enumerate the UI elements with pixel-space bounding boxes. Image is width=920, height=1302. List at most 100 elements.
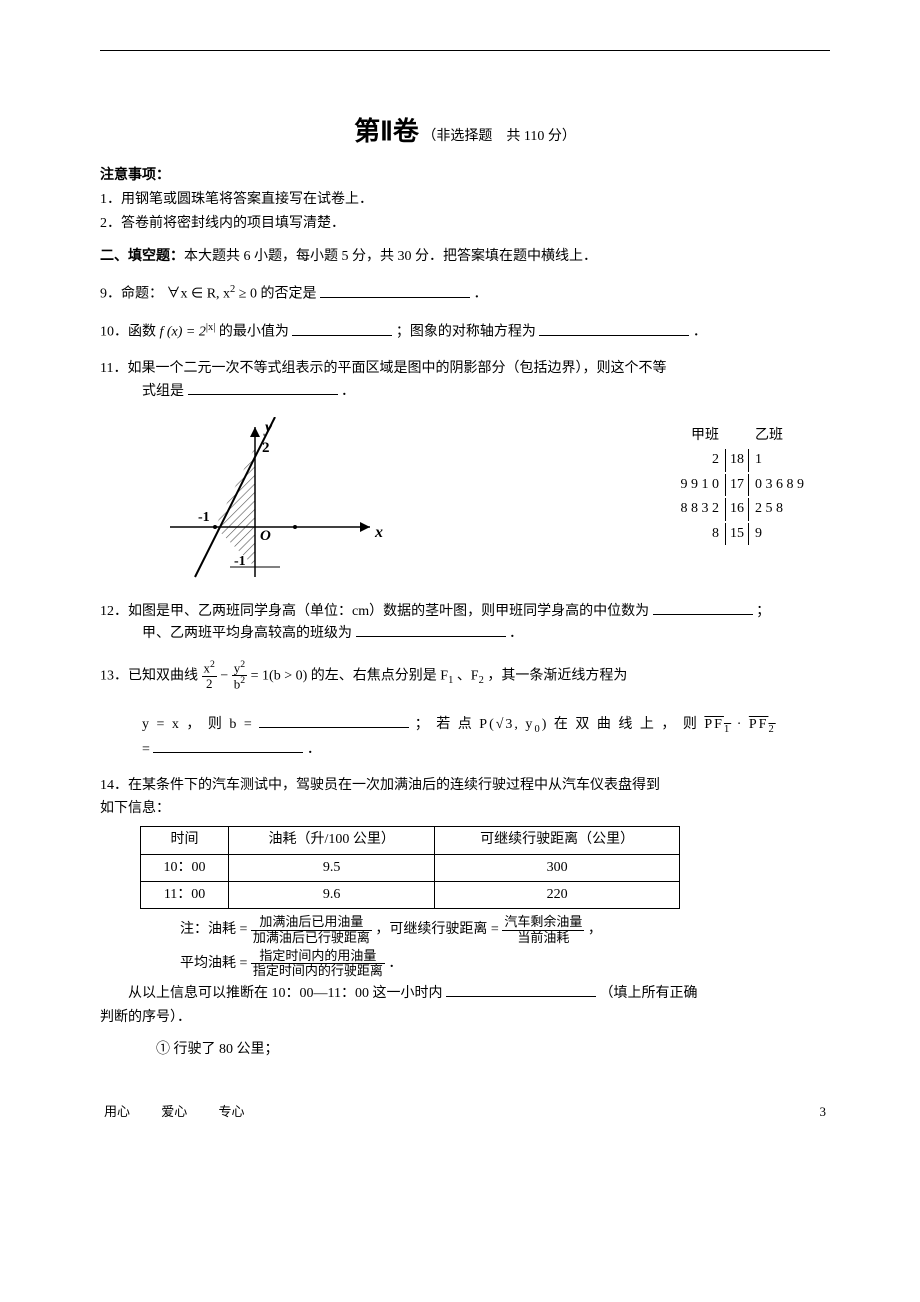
frac-consumption: 加满油后已用油量 加满油后已行驶距离 <box>251 915 372 945</box>
zhu: 注：油耗 = <box>180 922 251 937</box>
q13-comma: 、F <box>453 668 478 683</box>
conclude1: 从以上信息可以推断在 10：00—11：00 这一小时内 <box>128 986 442 1001</box>
q13-eq: = 1(b > 0) 的左、右焦点分别是 F <box>251 668 448 683</box>
sl-stem: 15 <box>725 523 749 545</box>
q10-mid2: ；图象的对称轴方程为 <box>396 325 536 340</box>
motto-b: 爱心 <box>161 1104 187 1119</box>
q14-label: 14．在某条件下的汽车测试中，驾驶员在一次加满油后的连续行驶过程中从汽车仪表盘得… <box>100 778 660 793</box>
sl-head-right: 乙班 <box>751 425 808 447</box>
col-time: 时间 <box>141 827 229 854</box>
cell: 300 <box>435 854 680 881</box>
question-13: 13．已知双曲线 x2 2 − y2 b2 = 1(b > 0) 的左、右焦点分… <box>100 660 830 762</box>
frac-exp: 2 <box>240 659 245 670</box>
conclude2: （填上所有正确 <box>599 986 697 1001</box>
question-9: 9．命题： ∀x ∈ R, x2 ≥ 0 的否定是 ． <box>100 282 830 306</box>
q13-l2a: y = x ， 则 b = <box>142 717 254 732</box>
pf1: PF <box>704 717 724 732</box>
q11-label2: 式组是 <box>142 384 184 399</box>
frac-num: 汽车剩余油量 <box>502 915 584 930</box>
q12-tail: ． <box>509 626 523 641</box>
top-rule <box>100 50 830 51</box>
cell: 9.5 <box>229 854 435 881</box>
axis-x-label: x <box>374 524 383 541</box>
sl-head-left: 甲班 <box>677 425 724 447</box>
q14-note1: 注：油耗 = 加满油后已用油量 加满油后已行驶距离 ，可继续行驶距离 = 汽车剩… <box>180 915 830 945</box>
frac-den: 当前油耗 <box>502 931 584 945</box>
sl-left: 8 <box>677 523 724 545</box>
blank <box>539 322 689 336</box>
end1: ， <box>588 922 602 937</box>
notice-item: 1．用钢笔或圆珠笔将答案直接写在试卷上． <box>100 189 830 211</box>
tick-2: 2 <box>262 440 270 456</box>
q10-tail: ． <box>693 325 707 340</box>
q12-t3: 甲、乙两班平均身高较高的班级为 <box>142 626 352 641</box>
page-footer: 用心 爱心 专心 3 <box>100 1102 830 1123</box>
sl-stem: 18 <box>725 449 749 471</box>
sl-left: 8 8 3 2 <box>677 498 724 520</box>
dot: · <box>731 717 749 732</box>
sl-right: 0 3 6 8 9 <box>751 474 808 496</box>
q14-note2: 平均油耗 = 指定时间内的用油量 指定时间内的行驶距离 ． <box>180 949 830 979</box>
end2: ． <box>388 956 402 971</box>
comma1: ，可继续行驶距离 = <box>375 922 502 937</box>
q10-label: 10．函数 <box>100 325 160 340</box>
motto-c: 专心 <box>219 1104 245 1119</box>
pf2: PF <box>749 717 769 732</box>
table-row: 11：00 9.6 220 <box>141 882 680 909</box>
q9-math2: ≥ 0 的否定是 <box>235 287 316 302</box>
footer-motto: 用心 爱心 专心 <box>104 1102 273 1123</box>
q13-line3: = ． <box>100 742 321 757</box>
sl-right: 2 5 8 <box>751 498 808 520</box>
q11-line2: 式组是 ． <box>100 384 355 399</box>
table-row: 10：00 9.5 300 <box>141 854 680 881</box>
frac-den: 加满油后已行驶距离 <box>251 931 372 945</box>
sl-stem: 17 <box>725 474 749 496</box>
cell: 11：00 <box>141 882 229 909</box>
section-subtitle: （非选择题 共 110 分） <box>422 129 575 144</box>
q13-tail: ． <box>307 742 321 757</box>
avg: 平均油耗 = <box>180 956 251 971</box>
sl-left: 9 9 1 0 <box>677 474 724 496</box>
frac-den: 指定时间内的行驶距离 <box>251 964 385 978</box>
frac-den-exp: 2 <box>240 675 245 686</box>
question-11: 11．如果一个二元一次不等式组表示的平面区域是图中的阴影部分（包括边界），则这个… <box>100 358 830 403</box>
blank <box>320 284 470 298</box>
tick-neg1x: -1 <box>198 510 210 525</box>
frac-avg: 指定时间内的用油量 指定时间内的行驶距离 <box>251 949 385 979</box>
blank <box>188 381 338 395</box>
pf2s: 2 <box>768 724 775 735</box>
cell: 220 <box>435 882 680 909</box>
col-range: 可继续行驶距离（公里） <box>435 827 680 854</box>
q9-math: ∀x ∈ R, x <box>167 287 231 302</box>
y0: 0 <box>534 724 541 735</box>
q12-t2: ； <box>756 604 770 619</box>
q13-l2b: ； 若 点 P(√3, y <box>415 717 535 732</box>
sl-left: 2 <box>677 449 724 471</box>
fill-heading-rest: 本大题共 6 小题，每小题 5 分，共 30 分．把答案填在题中横线上． <box>184 249 597 264</box>
question-10: 10．函数 f (x) = 2|x| 的最小值为 ；图象的对称轴方程为 ． <box>100 320 830 344</box>
col-consumption: 油耗（升/100 公里） <box>229 827 435 854</box>
frac-exp: 2 <box>210 659 215 670</box>
q14-table: 时间 油耗（升/100 公里） 可继续行驶距离（公里） 10：00 9.5 30… <box>140 826 680 909</box>
figure-row: y x 2 -1 O -1 甲班 乙班 2 18 1 9 9 1 0 <box>160 417 830 587</box>
section-header: 第Ⅱ卷 （非选择题 共 110 分） <box>100 111 830 153</box>
notice-item: 2．答卷前将密封线内的项目填写清楚． <box>100 213 830 235</box>
q14-conclude3: 判断的序号）． <box>100 1007 830 1029</box>
q10-exp: |x| <box>206 322 215 333</box>
q13-l2c: ) 在 双 曲 线 上 ， 则 <box>542 717 705 732</box>
q13-label: 13．已知双曲线 <box>100 668 202 683</box>
sl-right: 9 <box>751 523 808 545</box>
eq-sign: = <box>142 742 150 757</box>
axis-y-label: y <box>263 419 273 436</box>
q9-label: 9．命题： <box>100 287 163 302</box>
q13-line2: y = x ， 则 b = ； 若 点 P(√3, y0) 在 双 曲 线 上 … <box>100 717 776 732</box>
question-12: 12．如图是甲、乙两班同学身高（单位：cm）数据的茎叶图，则甲班同学身高的中位数… <box>100 601 830 646</box>
cell: 10：00 <box>141 854 229 881</box>
blank <box>292 322 392 336</box>
stem-leaf-plot: 甲班 乙班 2 18 1 9 9 1 0 17 0 3 6 8 9 8 8 3 … <box>675 423 811 547</box>
frac-range: 汽车剩余油量 当前油耗 <box>502 915 584 945</box>
frac-den: 2 <box>202 677 217 691</box>
q14-conclude: 从以上信息可以推断在 10：00—11：00 这一小时内 （填上所有正确 <box>100 983 830 1005</box>
page-number: 3 <box>820 1102 827 1123</box>
section-title: 第Ⅱ卷 <box>354 117 419 146</box>
